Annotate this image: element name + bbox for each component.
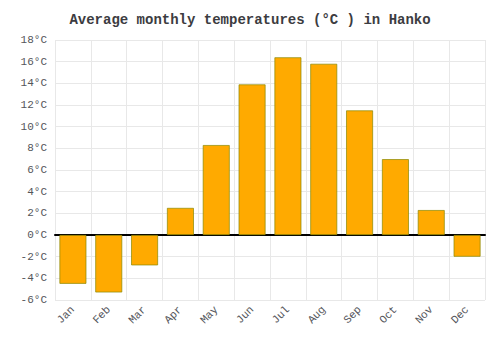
svg-text:Mar: Mar — [126, 304, 148, 326]
svg-text:-2°C: -2°C — [21, 251, 48, 263]
svg-text:16°C: 16°C — [21, 56, 48, 68]
svg-text:-6°C: -6°C — [21, 294, 48, 306]
svg-text:Jul: Jul — [270, 304, 292, 326]
svg-text:Oct: Oct — [377, 304, 399, 326]
svg-text:Jan: Jan — [55, 304, 77, 326]
svg-text:-4°C: -4°C — [21, 272, 48, 284]
svg-text:Nov: Nov — [413, 303, 436, 326]
svg-text:0°C: 0°C — [27, 229, 47, 241]
svg-text:10°C: 10°C — [21, 121, 48, 133]
svg-text:12°C: 12°C — [21, 99, 48, 111]
svg-text:Feb: Feb — [91, 304, 113, 326]
svg-text:Average monthly temperatures (: Average monthly temperatures (°C ) in Ha… — [69, 12, 430, 28]
svg-text:May: May — [198, 303, 221, 326]
svg-text:18°C: 18°C — [21, 34, 48, 46]
svg-text:Dec: Dec — [449, 304, 471, 326]
svg-text:Apr: Apr — [162, 304, 184, 326]
svg-text:2°C: 2°C — [27, 207, 47, 219]
svg-text:Aug: Aug — [306, 304, 328, 326]
svg-text:6°C: 6°C — [27, 164, 47, 176]
svg-text:Jun: Jun — [234, 304, 256, 326]
svg-text:8°C: 8°C — [27, 142, 47, 154]
svg-text:14°C: 14°C — [21, 77, 48, 89]
svg-text:Sep: Sep — [341, 304, 363, 326]
svg-text:4°C: 4°C — [27, 186, 47, 198]
